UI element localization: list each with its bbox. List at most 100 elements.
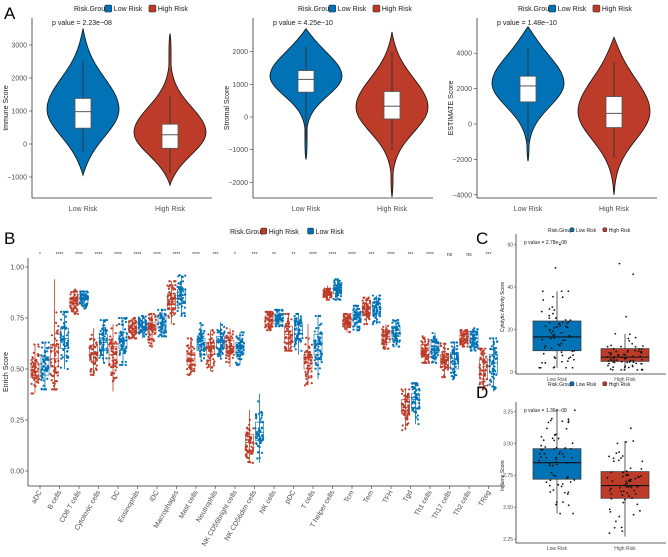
data-point — [304, 370, 307, 373]
data-point — [99, 318, 102, 322]
data-point — [164, 308, 167, 311]
data-point — [492, 347, 495, 350]
data-point — [394, 334, 398, 337]
y-tick-label: 2.50 — [503, 505, 513, 511]
data-point — [548, 462, 551, 465]
data-point — [422, 337, 425, 340]
data-point — [176, 304, 179, 307]
data-point — [317, 326, 320, 329]
data-point — [160, 322, 164, 326]
data-point — [567, 290, 570, 293]
data-point — [367, 305, 370, 308]
data-point — [308, 364, 311, 367]
data-point — [636, 503, 639, 506]
data-point — [541, 338, 544, 341]
data-point — [401, 429, 404, 432]
data-point — [552, 474, 555, 476]
data-point — [435, 356, 438, 359]
data-point — [306, 382, 309, 385]
data-point — [260, 416, 263, 419]
data-point — [416, 418, 419, 421]
data-point — [115, 366, 118, 369]
box-high-risk — [186, 337, 197, 377]
data-point — [565, 322, 568, 325]
data-point — [120, 334, 123, 337]
data-point — [640, 475, 642, 478]
data-point — [441, 355, 444, 358]
x-tick-label: NK cells — [259, 489, 278, 515]
data-point — [459, 343, 462, 346]
data-point — [353, 322, 357, 326]
data-point — [120, 363, 123, 367]
y-tick-label: 60 — [507, 242, 513, 248]
data-point — [612, 347, 615, 350]
data-point — [50, 364, 53, 367]
data-point — [367, 316, 370, 319]
data-point — [260, 451, 264, 454]
data-point — [172, 323, 175, 326]
data-point — [166, 284, 169, 287]
data-point — [548, 484, 551, 487]
data-point — [391, 337, 394, 340]
data-point — [463, 338, 466, 342]
data-point — [307, 337, 310, 340]
y-axis-label: ESTIMATE Score — [448, 81, 455, 136]
data-point — [371, 294, 375, 297]
data-point — [494, 351, 497, 354]
data-point — [568, 334, 571, 337]
data-point — [167, 287, 171, 290]
legend-label: Low Risk — [338, 6, 367, 13]
data-point — [412, 382, 416, 385]
box — [479, 358, 488, 380]
x-tick-label: Mast cells — [178, 489, 200, 520]
data-point — [462, 335, 465, 338]
data-point — [626, 351, 629, 353]
data-point — [179, 282, 182, 286]
data-point — [267, 326, 270, 330]
data-point — [170, 286, 174, 289]
data-point — [45, 347, 49, 350]
data-point — [53, 367, 57, 370]
data-point — [540, 435, 543, 438]
legend-label: High Risk — [382, 6, 412, 13]
data-point — [270, 325, 273, 328]
data-point — [237, 363, 240, 366]
data-point — [385, 343, 388, 346]
data-point — [154, 314, 157, 317]
data-point — [561, 296, 564, 299]
data-point — [158, 333, 162, 336]
data-point — [441, 362, 444, 365]
data-point — [227, 361, 230, 364]
data-point — [560, 360, 563, 363]
data-point — [53, 359, 57, 362]
data-point — [197, 345, 200, 348]
data-point — [473, 330, 476, 333]
data-point — [363, 304, 366, 307]
data-point — [102, 337, 105, 340]
data-point — [478, 383, 481, 386]
data-point — [135, 320, 138, 324]
significance-label: ** — [292, 252, 296, 258]
data-point — [358, 307, 361, 311]
data-point — [30, 358, 33, 362]
data-point — [483, 372, 487, 375]
box-high-risk — [108, 324, 119, 392]
data-point — [450, 356, 453, 359]
significance-label: **** — [56, 252, 64, 258]
data-point — [417, 422, 420, 426]
data-point — [251, 461, 254, 464]
data-point — [257, 400, 260, 403]
data-point — [628, 361, 631, 363]
data-point — [56, 374, 59, 377]
data-point — [202, 353, 206, 356]
data-point — [316, 348, 319, 352]
data-point — [352, 325, 355, 328]
data-point — [200, 335, 203, 338]
data-point — [258, 436, 262, 439]
data-point — [354, 311, 357, 314]
data-point — [307, 358, 310, 361]
data-point — [112, 356, 115, 359]
data-point — [190, 338, 194, 341]
data-point — [319, 314, 322, 318]
data-point — [623, 484, 626, 487]
